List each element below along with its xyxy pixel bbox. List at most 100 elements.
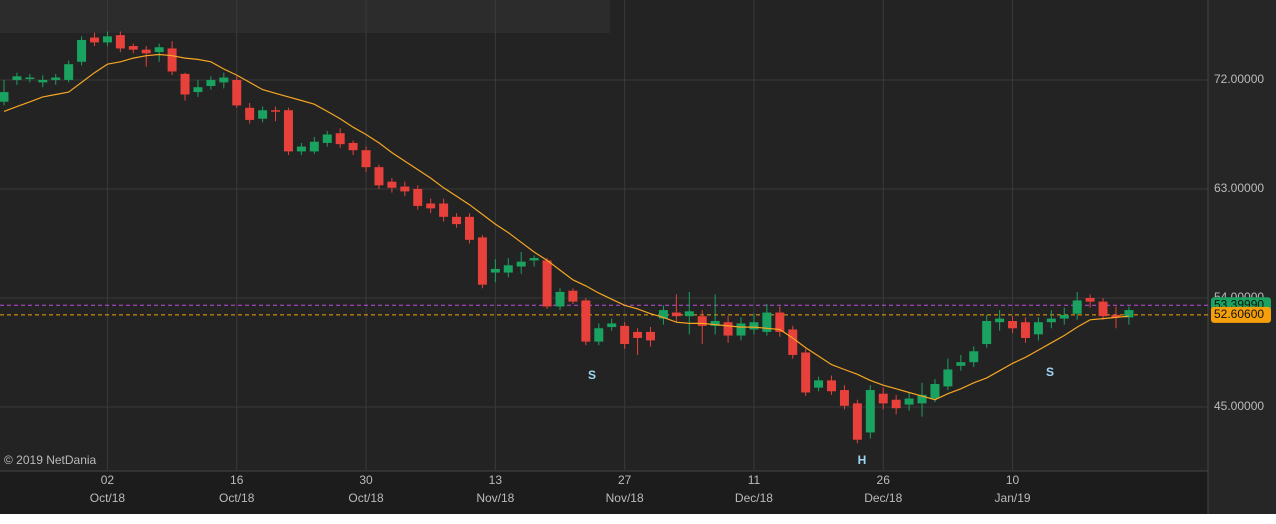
- candle-body: [788, 329, 798, 355]
- candle-body: [633, 331, 643, 338]
- candle-body: [296, 146, 306, 152]
- candle-body: [180, 73, 190, 95]
- candle-body: [943, 369, 953, 387]
- candle-body: [38, 79, 48, 83]
- x-tick-day: 10: [1006, 473, 1020, 487]
- x-tick-day: 02: [101, 473, 115, 487]
- x-tick-month: Oct/18: [219, 491, 255, 505]
- x-tick-month: Jan/19: [995, 491, 1031, 505]
- candle-body: [1059, 314, 1069, 319]
- candle-body: [1033, 322, 1043, 335]
- moving-average: [3, 53, 1129, 401]
- pattern-label: H: [858, 453, 867, 467]
- x-tick-day: 27: [618, 473, 632, 487]
- pattern-label: S: [588, 368, 596, 382]
- x-tick-month: Oct/18: [348, 491, 384, 505]
- price-label-box: [1211, 306, 1271, 323]
- candle-body: [206, 79, 216, 87]
- candle-body: [710, 321, 720, 326]
- candle-body: [917, 394, 927, 404]
- candle-body: [775, 312, 785, 332]
- x-tick-month: Nov/18: [606, 491, 644, 505]
- candle-body: [1098, 301, 1108, 317]
- candle-body: [477, 237, 487, 285]
- candle-body: [167, 48, 177, 72]
- candle-body: [542, 260, 552, 307]
- candle-body: [452, 216, 462, 225]
- candle-body: [671, 312, 681, 317]
- candle-body: [839, 390, 849, 406]
- candle-body: [749, 322, 759, 330]
- candle-body: [1008, 321, 1018, 329]
- candle-body: [245, 107, 255, 120]
- x-tick-day: 26: [877, 473, 891, 487]
- candle-body: [0, 92, 9, 102]
- candle-body: [865, 390, 875, 433]
- candle-body: [969, 351, 979, 363]
- candle-body: [464, 216, 474, 240]
- candle-body: [852, 403, 862, 440]
- candle-body: [658, 310, 668, 319]
- x-tick-month: Dec/18: [864, 491, 902, 505]
- y-tick-label: 72.00000: [1214, 72, 1264, 86]
- candle-body: [1072, 300, 1082, 314]
- candle-body: [12, 76, 22, 80]
- candle-body: [516, 261, 526, 267]
- candle-body: [64, 64, 74, 80]
- candle-body: [594, 328, 604, 342]
- candle-body: [77, 39, 87, 62]
- candle-body: [930, 383, 940, 399]
- copyright: © 2019 NetDania: [4, 453, 97, 467]
- candle-body: [529, 258, 539, 261]
- plot: 45.0000054.0000063.0000072.0000002Oct/18…: [0, 0, 1271, 505]
- candle-body: [891, 399, 901, 409]
- candle-body: [115, 35, 125, 49]
- candle-body: [1111, 314, 1121, 318]
- candle-body: [581, 300, 591, 342]
- candle-body: [322, 134, 332, 143]
- candle-body: [387, 181, 397, 188]
- candle-body: [904, 398, 914, 405]
- candle-body: [1046, 318, 1056, 323]
- candle-body: [568, 290, 578, 302]
- candle-body: [1085, 297, 1095, 302]
- candle-body: [607, 323, 617, 328]
- y-tick-label: 45.00000: [1214, 399, 1264, 413]
- candle-body: [555, 291, 565, 307]
- candle-body: [801, 352, 811, 393]
- candle-body: [400, 186, 410, 192]
- candle-body: [413, 188, 423, 206]
- candle-body: [646, 331, 655, 341]
- x-tick-day: 16: [230, 473, 244, 487]
- candle-body: [439, 203, 449, 217]
- candle-body: [684, 311, 694, 317]
- candle-body: [128, 46, 138, 50]
- price-label: 52.60600: [1214, 307, 1264, 321]
- candle-body: [25, 77, 35, 80]
- candle-body: [258, 110, 268, 119]
- x-tick-month: Nov/18: [476, 491, 514, 505]
- candle-body: [982, 321, 992, 345]
- candle-body: [51, 77, 61, 80]
- candle-body: [232, 79, 242, 106]
- candle-body: [335, 133, 345, 145]
- x-tick-day: 11: [748, 473, 761, 487]
- candle-body: [361, 150, 371, 168]
- y-tick-label: 63.00000: [1214, 181, 1264, 195]
- candle-body: [271, 110, 281, 112]
- candle-body: [697, 316, 707, 326]
- candle-body: [878, 393, 888, 404]
- candle-body: [762, 312, 772, 332]
- x-tick-month: Dec/18: [735, 491, 773, 505]
- candle-body: [193, 87, 203, 93]
- pattern-label: S: [1046, 365, 1054, 379]
- candle-body: [1020, 322, 1030, 338]
- candle-body: [283, 110, 293, 152]
- candle-body: [620, 325, 630, 345]
- candle-body: [490, 268, 500, 273]
- candle-body: [141, 49, 151, 54]
- candle-body: [503, 265, 513, 273]
